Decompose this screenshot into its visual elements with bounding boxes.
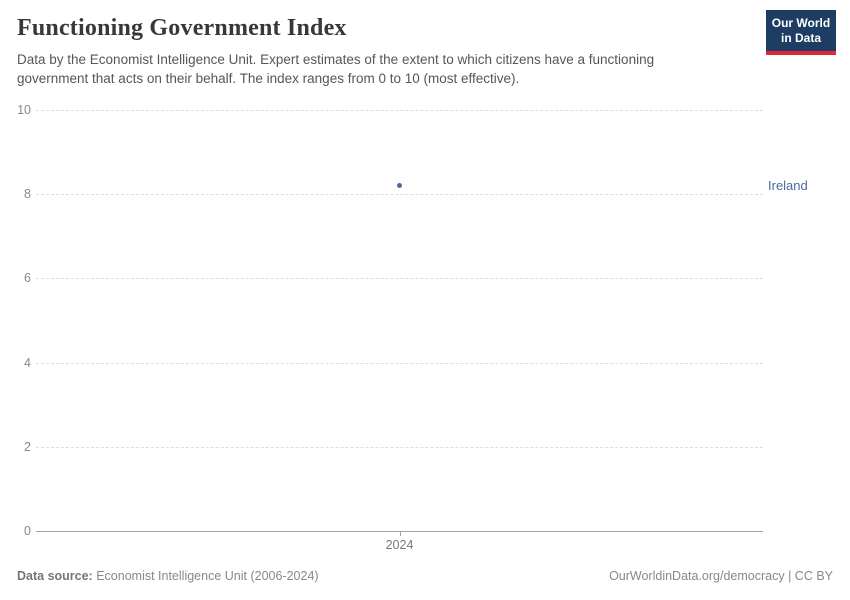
data-source-value: Economist Intelligence Unit (2006-2024) xyxy=(92,569,319,583)
y-tick-label-8: 8 xyxy=(24,187,31,202)
y-tick-label-2: 2 xyxy=(24,439,31,454)
gridline-y-4 xyxy=(36,362,763,364)
chart-header: Functioning Government Index Data by the… xyxy=(17,10,836,88)
y-tick-label-6: 6 xyxy=(24,271,31,286)
chart-subtitle: Data by the Economist Intelligence Unit.… xyxy=(17,51,655,86)
gridline-y-8 xyxy=(36,194,763,196)
owid-logo-line2: in Data xyxy=(780,31,821,45)
y-tick-label-10: 10 xyxy=(17,103,31,117)
gridline-y-6 xyxy=(36,278,763,280)
y-tick-label-4: 4 xyxy=(24,355,31,370)
entity-label-ireland[interactable]: Ireland xyxy=(768,178,808,194)
chart-footer: Data source: Economist Intelligence Unit… xyxy=(17,569,833,583)
gridline-y-2 xyxy=(36,446,763,448)
data-source: Data source: Economist Intelligence Unit… xyxy=(17,569,319,583)
gridline-y-10 xyxy=(36,110,763,111)
data-point-ireland[interactable] xyxy=(397,182,402,188)
x-tick-mark-2024 xyxy=(399,531,401,536)
owid-logo-line1: Our World xyxy=(771,16,831,30)
y-tick-label-0: 0 xyxy=(24,524,31,538)
license-credit: OurWorldinData.org/democracy | CC BY xyxy=(609,569,833,583)
x-tick-label-2024: 2024 xyxy=(385,538,414,552)
owid-logo[interactable]: Our World in Data xyxy=(766,10,836,55)
chart-title: Functioning Government Index xyxy=(17,15,347,41)
data-source-label: Data source: xyxy=(17,569,93,583)
